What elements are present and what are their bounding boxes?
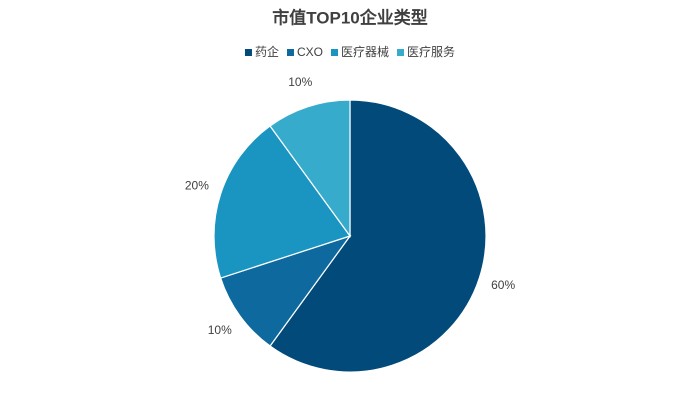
data-label: 10%: [208, 323, 232, 337]
data-label: 60%: [491, 278, 515, 292]
legend-swatch: [286, 49, 294, 56]
pie-slice: [219, 234, 352, 347]
legend-label: CXO: [297, 45, 323, 59]
legend: 药企 CXO 医疗器械 医疗服务: [244, 44, 455, 59]
legend-swatch: [244, 49, 252, 56]
pie-slice: [269, 99, 351, 238]
legend-swatch: [331, 49, 338, 56]
data-label: 20%: [185, 178, 209, 192]
legend-label: 医疗服务: [407, 44, 455, 59]
pie-slice: [269, 99, 487, 373]
legend-swatch: [397, 49, 405, 56]
data-label: 10%: [288, 75, 312, 89]
pie-slice: [213, 125, 351, 279]
chart-title: 市值TOP10企业类型: [272, 7, 428, 27]
legend-label: 药企: [255, 44, 279, 59]
legend-label: 医疗器械: [341, 44, 389, 59]
